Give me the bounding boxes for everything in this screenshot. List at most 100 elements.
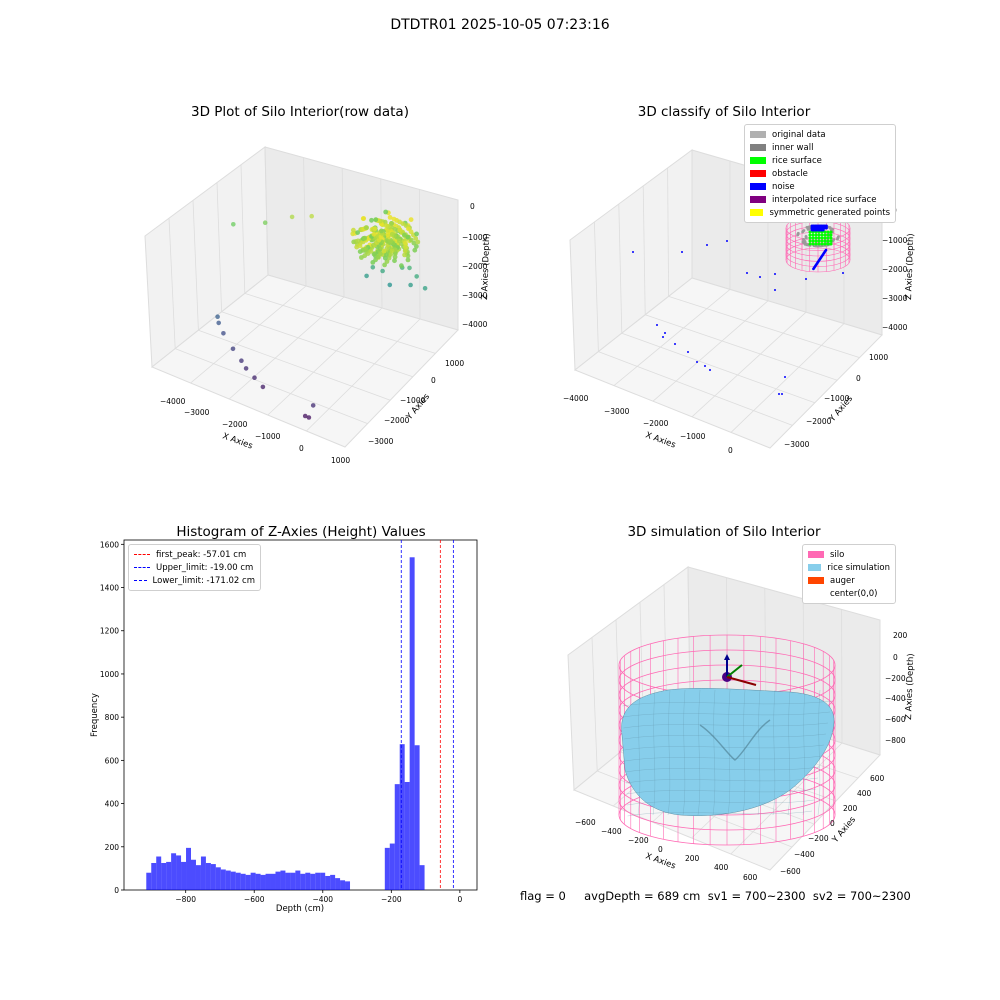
- legend-swatch: [808, 577, 824, 584]
- legend-swatch: [808, 551, 824, 558]
- p4-ytick: 600: [870, 774, 885, 783]
- p2-points: [632, 224, 844, 395]
- point-noise: [774, 289, 776, 291]
- histogram-bar: [171, 853, 177, 890]
- histogram-bar: [330, 874, 336, 890]
- p1-ytick: 0: [431, 376, 436, 385]
- rice-mesh-line: [626, 788, 817, 795]
- rice-mesh-line: [625, 766, 821, 773]
- histogram-bar: [414, 745, 420, 890]
- rice-mesh-line: [727, 689, 731, 816]
- legend-swatch: [750, 131, 766, 138]
- scatter-point: [382, 262, 387, 268]
- panel3-title: Histogram of Z-Axies (Height) Values: [176, 524, 426, 540]
- rice-mesh-line: [742, 689, 746, 816]
- gridline: [306, 318, 421, 432]
- scatter-point: [406, 226, 411, 232]
- point-inner-wall: [832, 238, 836, 242]
- gridline: [652, 300, 769, 402]
- p4-ytick: −600: [780, 867, 801, 876]
- gridline: [175, 348, 368, 424]
- y-tick-label: 1600: [100, 540, 119, 549]
- scatter-point: [262, 220, 268, 225]
- p3-axes-frame: [123, 539, 478, 891]
- point-rice-surface: [811, 236, 815, 240]
- histogram-bar: [161, 862, 167, 890]
- p1-xtick: 0: [299, 444, 304, 453]
- point-noise: [656, 324, 658, 326]
- scatter-point: [412, 247, 418, 253]
- p1-floor-pane: [151, 274, 459, 448]
- scatter-point: [372, 226, 378, 232]
- point-noise: [696, 361, 698, 363]
- scatter-point: [385, 232, 391, 238]
- histogram-bar: [205, 862, 211, 890]
- p4-xtick: −600: [575, 818, 596, 827]
- histogram-bar: [146, 872, 152, 890]
- histogram-bar: [335, 878, 341, 890]
- p1-ztick: −3000: [462, 291, 488, 300]
- histogram-bar: [230, 871, 236, 890]
- scatter-point: [351, 227, 356, 233]
- scatter-point: [221, 331, 226, 336]
- point-rice-surface: [826, 236, 830, 240]
- point-rice-surface: [829, 236, 833, 240]
- gridline: [591, 637, 598, 772]
- p4-ytick: 400: [857, 789, 872, 798]
- p3-legend: first_peak: -57.01 cm Upper_limit: -19.0…: [128, 544, 261, 591]
- gridline: [240, 164, 246, 294]
- gridline: [598, 351, 793, 426]
- point-rice-surface: [817, 236, 821, 240]
- p2-floor-pane: [574, 277, 883, 449]
- p4-ztick: 200: [893, 631, 908, 640]
- legend-label: obstacle: [772, 168, 808, 179]
- legend-swatch: [808, 564, 822, 571]
- legend-label: rice simulation: [827, 562, 890, 573]
- histogram-bar: [419, 865, 425, 890]
- status-footer: flag = 0 avgDepth = 689 cm sv1 = 700~230…: [520, 889, 911, 903]
- rice-mesh-line: [697, 689, 701, 816]
- p1-gridlines: [168, 157, 436, 432]
- histogram-bar: [245, 874, 251, 890]
- rice-mesh-line: [682, 689, 686, 816]
- y-tick-label: 600: [105, 756, 120, 765]
- rice-mesh-line: [625, 777, 819, 784]
- scatter-point: [369, 217, 374, 223]
- p1-ytick: 1000: [445, 359, 464, 368]
- gridline: [221, 311, 413, 378]
- panel1-title: 3D Plot of Silo Interior(row data): [191, 104, 409, 120]
- scatter-point: [402, 232, 407, 238]
- rice-mesh-line: [787, 689, 791, 816]
- scatter-point: [413, 236, 419, 241]
- scatter-point: [387, 215, 393, 220]
- histogram-bar: [220, 869, 226, 890]
- p2-ytick: −3000: [784, 440, 810, 449]
- p2-ztick: −2000: [882, 265, 908, 274]
- gridline: [615, 619, 621, 753]
- scatter-point: [302, 413, 308, 419]
- scatter-point: [378, 251, 383, 257]
- scatter-point: [368, 248, 374, 254]
- p4-ztick: −800: [885, 736, 906, 745]
- p1-ytick: −2000: [384, 416, 410, 425]
- p2-ytick: −1000: [824, 394, 850, 403]
- rice-mesh-line: [772, 689, 776, 816]
- point-rice-surface: [820, 236, 824, 240]
- rice-mesh-line: [817, 689, 821, 816]
- histogram-bar: [280, 870, 286, 890]
- point-rice-surface: [823, 239, 827, 243]
- y-tick-label: 1000: [100, 670, 119, 679]
- histogram-bar: [275, 871, 281, 890]
- point-rice-surface: [820, 233, 824, 237]
- rice-mesh-line: [802, 689, 806, 816]
- legend-item: silo: [808, 548, 890, 561]
- scatter-point: [389, 231, 395, 237]
- p3-bars: [146, 557, 425, 890]
- point-rice-surface: [829, 230, 833, 234]
- legend-label: symmetric generated points: [769, 207, 890, 218]
- p2-xlabel: X Axies: [644, 430, 677, 450]
- gridline: [594, 221, 599, 352]
- legend-item: symmetric generated points: [750, 206, 890, 219]
- gridline: [667, 167, 669, 297]
